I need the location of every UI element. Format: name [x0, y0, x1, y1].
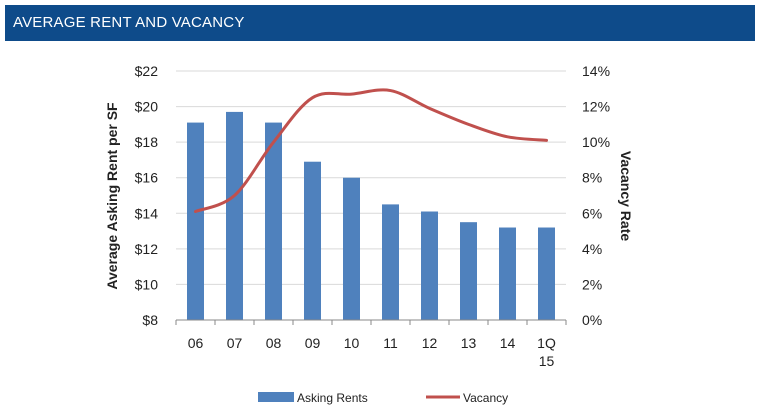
y-right-tick-label: 4%: [582, 241, 602, 257]
x-tick-label: 1Q 15: [537, 335, 556, 369]
y-right-tick-label: 10%: [582, 134, 610, 150]
bar: [265, 122, 282, 320]
bar-series: [187, 111, 555, 321]
legend: Asking Rents Vacancy: [258, 391, 508, 405]
bar: [421, 211, 438, 320]
line-series: [194, 88, 548, 214]
bar: [343, 177, 360, 320]
y-left-tick-label: $14: [135, 205, 159, 221]
bar: [187, 122, 204, 320]
y-left-tick-label: $20: [135, 99, 159, 115]
bar: [382, 204, 399, 320]
y-left-tick-label: $16: [135, 170, 159, 186]
y-right-axis-title: Vacancy Rate: [618, 151, 634, 241]
bar: [538, 227, 555, 320]
chart-title: AVERAGE RENT AND VACANCY: [13, 14, 245, 31]
bar: [304, 161, 321, 320]
y-right-tick-label: 14%: [582, 63, 610, 79]
y-right-tick-label: 8%: [582, 170, 602, 186]
y-left-tick-label: $12: [135, 241, 159, 257]
x-tick-label: 12: [422, 335, 438, 351]
x-tick-label: 07: [227, 335, 243, 351]
bar: [460, 222, 477, 320]
bar: [226, 111, 243, 321]
bar: [499, 227, 516, 320]
legend-label-asking-rents: Asking Rents: [297, 391, 368, 405]
y-right-tick-label: 0%: [582, 312, 602, 328]
y-left-tick-label: $10: [135, 276, 159, 292]
x-tick-label: 06: [188, 335, 204, 351]
y-right-tick-label: 6%: [582, 205, 602, 221]
vacancy-line: [194, 88, 548, 214]
y-left-tick-label: $18: [135, 134, 159, 150]
x-tick-label: 08: [266, 335, 282, 351]
y-right-tick-label: 12%: [582, 99, 610, 115]
legend-swatch-asking-rents: [258, 392, 294, 402]
y-left-tick-label: $22: [135, 63, 159, 79]
x-tick-label: 09: [305, 335, 321, 351]
x-tick-label: 14: [500, 335, 516, 351]
legend-label-vacancy: Vacancy: [463, 391, 508, 405]
x-tick-label: 10: [344, 335, 360, 351]
y-right-tick-label: 2%: [582, 276, 602, 292]
x-tick-label: 11: [383, 335, 398, 351]
x-tick-label: 13: [461, 335, 477, 351]
axis-titles: Average Asking Rent per SF Vacancy Rate: [104, 102, 634, 290]
axes: [175, 319, 567, 325]
y-left-axis-title: Average Asking Rent per SF: [104, 102, 120, 290]
chart-header: AVERAGE RENT AND VACANCY: [5, 5, 755, 41]
y-left-tick-label: $8: [142, 312, 158, 328]
tick-labels: $8 0% $10 2% $12 4% $14 6% $16 8% $18 10% $20 12% $22 1…: [135, 63, 610, 369]
